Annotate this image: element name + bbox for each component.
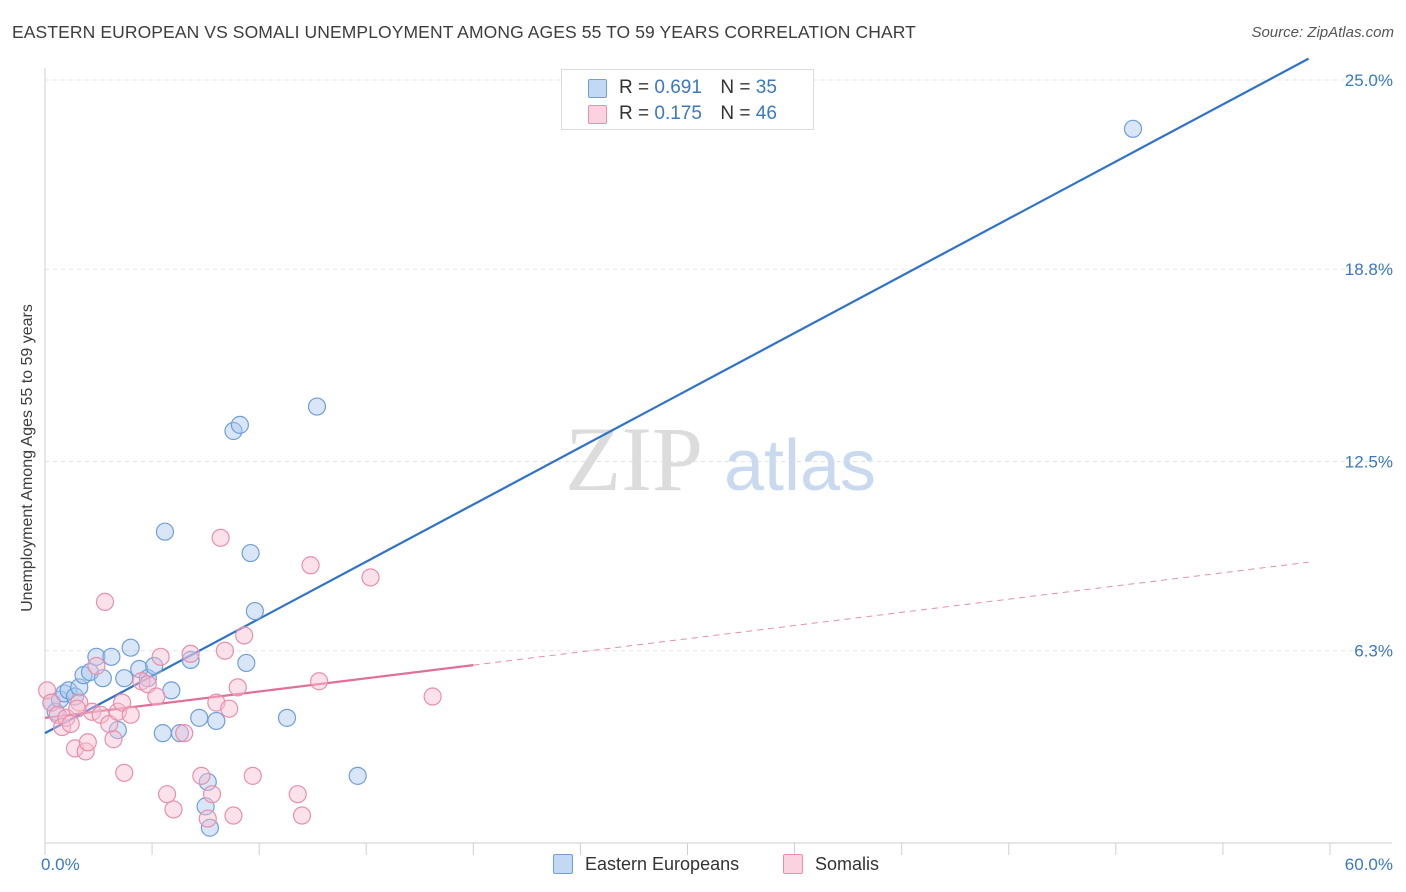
legend-swatch-pink [588, 104, 607, 124]
somali-point [301, 556, 320, 575]
y-axis-title: Unemployment Among Ages 55 to 59 years [19, 304, 36, 612]
watermark-atlas: atlas [724, 426, 876, 506]
somali-point [104, 730, 123, 749]
somali-point [157, 785, 177, 804]
eastern-european-point [230, 415, 249, 434]
chart-source: Source: ZipAtlas.com [1251, 24, 1394, 41]
somali-point [202, 785, 222, 804]
bottom-legend-label: Eastern Europeans [585, 853, 740, 874]
somali-point [61, 714, 80, 734]
x-tick-label-max: 60.0% [1345, 855, 1393, 874]
somali-point [215, 641, 234, 660]
somali-point [310, 672, 329, 691]
eastern-european-trend-line [44, 57, 1310, 735]
bottom-legend-somalis: Somalis [783, 852, 879, 876]
legend-row-eastern-europeans: R = 0.691 N = 35 [588, 76, 777, 100]
trend-lines [44, 57, 1310, 735]
eastern-european-point [1123, 119, 1143, 138]
bottom-legend-label: Somalis [815, 853, 880, 874]
legend-n-label: N = [720, 77, 751, 98]
legend-row-somalis: R = 0.175 N = 46 [588, 102, 777, 126]
bottom-legend-swatch-blue [553, 854, 573, 874]
y-tick-label: 25.0% [1345, 71, 1393, 90]
y-tick-label: 12.5% [1345, 453, 1393, 472]
legend-n-value: 35 [755, 77, 777, 98]
gridlines [45, 79, 1392, 652]
eastern-european-point [170, 724, 190, 743]
somali-point [243, 766, 262, 785]
somali-point [68, 699, 87, 718]
eastern-european-point [155, 522, 175, 541]
somali-point [198, 809, 217, 828]
somali-point [361, 568, 380, 587]
legend-r-value: 0.175 [654, 103, 702, 124]
watermark: ZIP atlas [565, 408, 876, 510]
somali-point [235, 626, 254, 645]
somali-point [288, 785, 307, 804]
eastern-european-point [102, 647, 121, 666]
eastern-european-point [181, 650, 200, 669]
data-points [38, 119, 1143, 837]
somali-point [121, 705, 140, 724]
somali-point [147, 687, 166, 706]
legend-r-label: R = [619, 103, 650, 124]
eastern-european-point [121, 638, 140, 657]
somali-point [181, 644, 200, 663]
somali-point [211, 528, 230, 547]
y-tick-labels: 6.3% 12.5% 18.8% 25.0% [1345, 71, 1393, 661]
somali-point [292, 806, 312, 825]
eastern-european-point [145, 656, 164, 676]
legend-swatch-blue [588, 78, 607, 98]
somali-point [423, 687, 442, 706]
somali-point [115, 763, 134, 782]
eastern-european-point [115, 669, 134, 688]
x-tick-label-min: 0.0% [41, 855, 80, 874]
eastern-european-point [153, 724, 172, 743]
y-tick-label: 18.8% [1345, 260, 1393, 279]
legend-n-label: N = [720, 103, 751, 124]
somali-point [192, 766, 211, 785]
correlation-legend: R = 0.691 N = 35 R = 0.175 N = 46 [561, 69, 814, 130]
eastern-european-point [190, 708, 209, 727]
legend-n-value: 46 [755, 103, 777, 124]
eastern-european-point [245, 601, 264, 621]
somali-point [87, 656, 106, 676]
bottom-legend-swatch-pink [783, 854, 803, 874]
legend-r-label: R = [619, 77, 650, 98]
somali-point [78, 733, 97, 752]
somali-point [164, 800, 183, 819]
somali-trend-line-dashed [473, 561, 1309, 666]
eastern-european-point [237, 653, 256, 673]
eastern-european-point [241, 543, 260, 563]
legend-r-value: 0.691 [654, 77, 702, 98]
eastern-european-point [207, 711, 226, 731]
chart-title: EASTERN EUROPEAN VS SOMALI UNEMPLOYMENT … [12, 22, 916, 42]
somali-point [228, 678, 247, 697]
somali-point [95, 592, 115, 611]
eastern-european-point [277, 708, 297, 727]
eastern-european-point [87, 647, 106, 666]
y-tick-label: 6.3% [1354, 642, 1393, 661]
bottom-legend-eastern-europeans: Eastern Europeans [553, 852, 739, 876]
somali-point [224, 806, 243, 825]
eastern-european-point [307, 397, 327, 416]
somali-point [151, 647, 170, 666]
somali-point [220, 699, 239, 718]
somali-point [175, 724, 194, 743]
x-tick-labels: 0.0% 60.0% [41, 855, 1393, 874]
axes [44, 68, 1392, 855]
watermark-zip: ZIP [565, 408, 703, 510]
eastern-european-point [348, 766, 367, 785]
